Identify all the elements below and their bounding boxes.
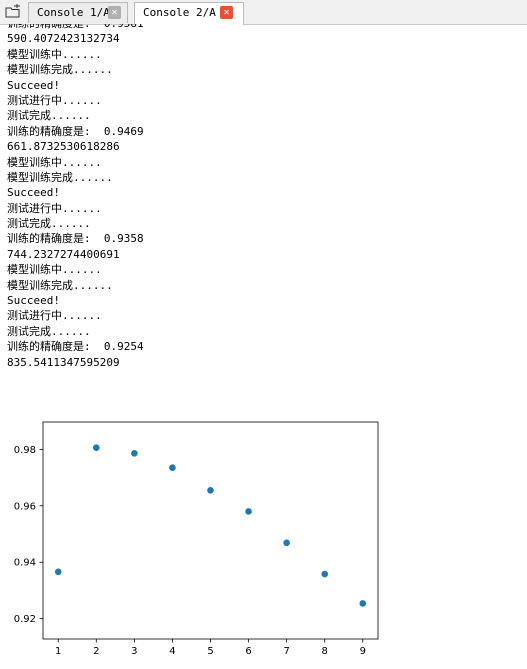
scatter-chart: 1 2 3 4 5 6 7 8 9 0.92 0.94 0.96 0.98 [14, 421, 379, 657]
console-line: 590.4072423132734 [7, 32, 120, 46]
x-tick-label: 1 [55, 646, 61, 657]
tab-console-2[interactable]: Console 2/A ✕ [134, 2, 244, 25]
console-line: 训练的精确度是: 0.9581 [7, 24, 144, 31]
scatter-point [321, 570, 329, 578]
axis-ticks: 1 2 3 4 5 6 7 8 9 0.92 0.94 0.96 0.98 [14, 445, 366, 657]
console-line: 测试进行中...... [7, 201, 102, 215]
console-line: 训练的精确度是: 0.9254 [7, 340, 144, 354]
console-output[interactable]: 训练的精确度是: 0.9581590.4072423132734模型训练中...… [0, 24, 527, 669]
console-line: Succeed! [7, 186, 60, 200]
x-tick-label: 2 [93, 646, 99, 657]
y-tick-label: 0.96 [14, 501, 36, 512]
console-line: 模型训练中...... [7, 155, 102, 169]
console-line: 模型训练中...... [7, 47, 102, 61]
scatter-point [359, 600, 367, 607]
data-points [54, 444, 367, 607]
console-line: 测试完成...... [7, 109, 91, 123]
console-line: 835.5411347595209 [7, 355, 120, 369]
scatter-point [207, 486, 214, 494]
x-tick-label: 7 [283, 646, 289, 657]
scatter-point [54, 568, 62, 576]
folder-terminal-icon[interactable] [4, 4, 22, 20]
plot-area [42, 421, 379, 640]
console-line: 模型训练完成...... [7, 278, 113, 292]
close-icon[interactable]: ✕ [220, 6, 233, 19]
console-line: 训练的精确度是: 0.9469 [7, 124, 144, 138]
scatter-point [169, 464, 176, 472]
console-line: 模型训练中...... [7, 263, 102, 277]
scatter-point [131, 450, 138, 457]
tab-label: Console 1/A [37, 6, 110, 19]
y-tick-label: 0.98 [14, 445, 36, 456]
scatter-point [92, 444, 100, 451]
x-tick-label: 9 [360, 646, 366, 657]
console-tab-bar: Console 1/A ✕ Console 2/A ✕ [0, 0, 527, 25]
tab-label: Console 2/A [143, 6, 216, 19]
close-icon[interactable]: ✕ [108, 6, 121, 19]
console-line: 661.8732530618286 [7, 140, 120, 154]
x-tick-label: 4 [169, 646, 175, 657]
console-line: 模型训练完成...... [7, 63, 113, 77]
console-line: 测试完成...... [7, 217, 91, 231]
x-tick-label: 3 [131, 646, 137, 657]
console-line: 测试进行中...... [7, 309, 102, 323]
console-line: 测试完成...... [7, 324, 91, 338]
console-lines: 训练的精确度是: 0.9581590.4072423132734模型训练中...… [7, 24, 144, 370]
x-tick-label: 5 [207, 646, 213, 657]
y-tick-label: 0.92 [14, 614, 36, 625]
y-tick-label: 0.94 [14, 558, 36, 569]
scatter-point [245, 508, 252, 515]
console-line: 模型训练完成...... [7, 170, 113, 184]
console-line: Succeed! [7, 294, 60, 308]
console-line: 744.2327274400691 [7, 247, 120, 261]
x-tick-label: 6 [245, 646, 251, 657]
x-tick-label: 8 [322, 646, 328, 657]
console-line: 训练的精确度是: 0.9358 [7, 232, 144, 246]
tab-console-1[interactable]: Console 1/A ✕ [28, 2, 128, 23]
scatter-point [283, 539, 290, 547]
console-line: 测试进行中...... [7, 93, 102, 107]
console-line: Succeed! [7, 78, 60, 92]
